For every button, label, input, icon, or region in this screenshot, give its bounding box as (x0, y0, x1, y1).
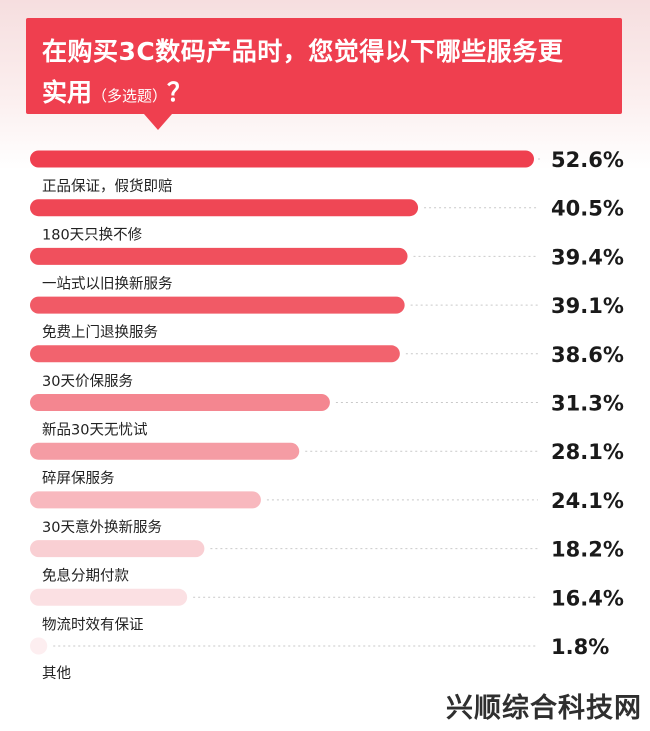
title-banner: 在购买3C数码产品时，您觉得以下哪些服务更 实用（多选题）？ (26, 18, 622, 130)
category-label: 物流时效有保证 (42, 616, 144, 633)
category-label: 正品保证，假货即赔 (42, 178, 173, 195)
bar (30, 345, 400, 363)
value-label: 40.5% (551, 197, 624, 221)
category-label: 免费上门退换服务 (42, 324, 158, 341)
category-label: 免息分期付款 (42, 568, 129, 585)
value-label: 1.8% (551, 635, 609, 659)
bar (30, 150, 534, 168)
bar (30, 540, 205, 558)
category-label: 30天意外换新服务 (42, 518, 162, 536)
bar (30, 199, 419, 217)
category-label: 新品30天无忧试 (42, 422, 148, 439)
category-label: 碎屏保服务 (42, 470, 115, 487)
bar (30, 247, 408, 265)
chart-title-line1: 在购买3C数码产品时，您觉得以下哪些服务更 (42, 37, 564, 66)
value-label: 52.6% (551, 148, 624, 172)
bar (30, 442, 300, 460)
chart-title-line2: 实用（多选题）？ (42, 73, 192, 109)
chart-title-end: ？ (167, 78, 193, 107)
bar (30, 394, 330, 411)
bar (30, 637, 48, 655)
category-label: 180天只换不修 (42, 227, 143, 244)
value-label: 24.1% (551, 489, 624, 513)
bar (30, 588, 188, 606)
category-label: 30天价保服务 (42, 373, 133, 390)
category-label: 其他 (42, 665, 71, 682)
chart-title-note: （多选题） (92, 87, 168, 105)
watermark: 兴顺综合科技网 (446, 693, 642, 724)
bar (30, 491, 261, 509)
value-label: 28.1% (551, 440, 624, 464)
bar (30, 296, 405, 314)
value-label: 39.4% (551, 245, 624, 269)
value-label: 16.4% (551, 586, 624, 610)
chart-title-main: 实用 (42, 78, 93, 107)
value-label: 18.2% (551, 538, 624, 562)
category-label: 一站式以旧换新服务 (42, 275, 173, 292)
value-label: 31.3% (551, 392, 624, 416)
value-label: 39.1% (551, 294, 624, 318)
value-label: 38.6% (551, 343, 624, 367)
